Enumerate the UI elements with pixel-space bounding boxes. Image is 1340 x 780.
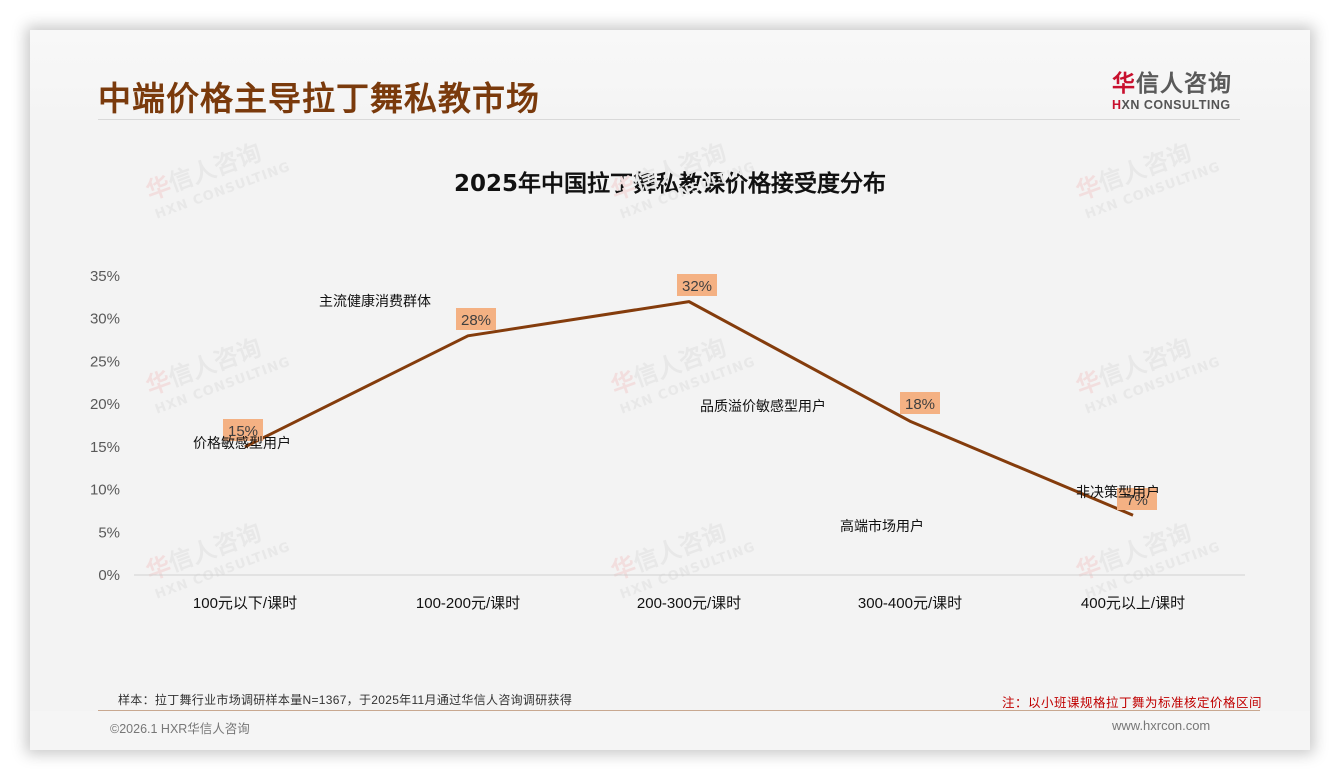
chart-title: 2025年中国拉丁舞私教课价格接受度分布 [453, 171, 886, 197]
segment-label: 非决策型用户 [1076, 484, 1160, 500]
website-link[interactable]: www.hxrcon.com [1112, 718, 1211, 733]
data-label: 15% [223, 419, 263, 441]
segment-label: 高端市场用户 [840, 518, 924, 534]
segment-label: 价格敏感型用户 [193, 435, 291, 451]
title-divider [98, 119, 1240, 120]
sample-note: 样本：拉丁舞行业市场调研样本量N=1367，于2025年11月通过华信人咨询调研… [118, 693, 573, 707]
footer-divider [98, 710, 1260, 711]
y-tick-label: 10% [90, 482, 120, 499]
footer-band [30, 711, 1310, 750]
segment-label: 主流健康消费群体 [319, 293, 431, 309]
y-tick-label: 20% [90, 396, 120, 413]
logo-en-rest: XN CONSULTING [1121, 98, 1231, 112]
logo-cn: 华信人咨询 [1112, 64, 1242, 98]
segment-label: 品质溢价敏感型用户 [700, 398, 826, 414]
y-tick-label: 0% [98, 567, 120, 584]
page-title: 中端价格主导拉丁舞私教市场 [98, 79, 540, 118]
slide: 中端价格主导拉丁舞私教市场 华信人咨询 HXN CONSULTING 2025年… [30, 30, 1310, 750]
y-tick-label: 30% [90, 311, 120, 328]
svg-text:15%: 15% [228, 423, 258, 440]
x-axis: 100元以下/课时 100-200元/课时 200-300元/课时 300-400元/… [193, 595, 1185, 612]
logo-cn-rest: 信人咨询 [1136, 71, 1232, 97]
header-band [30, 30, 1310, 120]
x-tick-label: 300-400元/课时 [858, 595, 962, 612]
y-tick-label: 35% [90, 268, 120, 285]
data-label: 28% [456, 308, 496, 330]
data-label: 32% [677, 274, 717, 296]
data-label: 18% [900, 392, 940, 414]
y-tick-label: 25% [90, 353, 120, 370]
y-tick-label: 5% [98, 524, 120, 541]
series-line [244, 300, 1134, 517]
svg-text:18%: 18% [905, 396, 935, 413]
copyright: ©2026.1 HXR华信人咨询 [110, 722, 250, 736]
x-tick-label: 400元以上/课时 [1081, 595, 1185, 612]
x-tick-label: 100元以下/课时 [193, 595, 297, 612]
logo-hua-char: 华 [1112, 71, 1136, 97]
data-label: 7% [1117, 488, 1157, 510]
x-tick-label: 100-200元/课时 [416, 595, 520, 612]
price-note: 注：以小班课规格拉丁舞为标准核定价格区间 [1001, 696, 1262, 710]
svg-text:7%: 7% [1126, 492, 1148, 509]
company-logo: 华信人咨询 HXN CONSULTING [1112, 64, 1242, 112]
logo-en-first: H [1112, 98, 1122, 112]
data-labels: 15% 28% 32% 18% 7% [223, 274, 1157, 510]
svg-text:28%: 28% [461, 312, 491, 329]
logo-en: HXN CONSULTING [1112, 98, 1242, 112]
x-tick-label: 200-300元/课时 [637, 595, 741, 612]
y-axis: 0% 5% 10% 15% 20% 25% 30% 35% [90, 268, 120, 584]
svg-text:32%: 32% [682, 278, 712, 295]
y-tick-label: 15% [90, 439, 120, 456]
